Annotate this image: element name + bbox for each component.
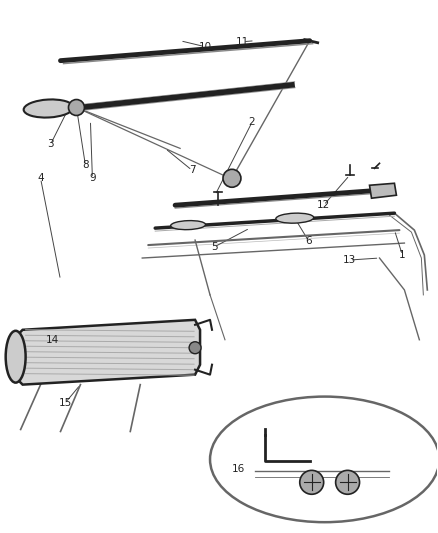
Text: 12: 12: [317, 200, 330, 210]
Text: 3: 3: [47, 140, 54, 149]
Text: 2: 2: [249, 117, 255, 127]
Text: 16: 16: [232, 464, 246, 474]
Ellipse shape: [171, 221, 205, 230]
Ellipse shape: [210, 397, 438, 522]
Ellipse shape: [24, 100, 74, 118]
Text: 5: 5: [211, 242, 217, 252]
Polygon shape: [13, 320, 200, 385]
Text: 7: 7: [189, 165, 195, 175]
Polygon shape: [370, 183, 396, 198]
Text: 10: 10: [198, 42, 212, 52]
Circle shape: [336, 470, 360, 494]
Text: 8: 8: [82, 160, 89, 171]
Text: 11: 11: [236, 37, 250, 47]
Text: 13: 13: [343, 255, 356, 265]
Circle shape: [300, 470, 324, 494]
Text: 14: 14: [46, 335, 59, 345]
Text: 15: 15: [59, 398, 72, 408]
Ellipse shape: [276, 213, 314, 223]
Circle shape: [223, 169, 241, 187]
Text: 4: 4: [37, 173, 44, 183]
Text: 6: 6: [305, 236, 312, 246]
Text: 9: 9: [89, 173, 96, 183]
Ellipse shape: [6, 331, 25, 383]
Text: 1: 1: [399, 250, 406, 260]
Circle shape: [68, 100, 85, 116]
Circle shape: [189, 342, 201, 354]
